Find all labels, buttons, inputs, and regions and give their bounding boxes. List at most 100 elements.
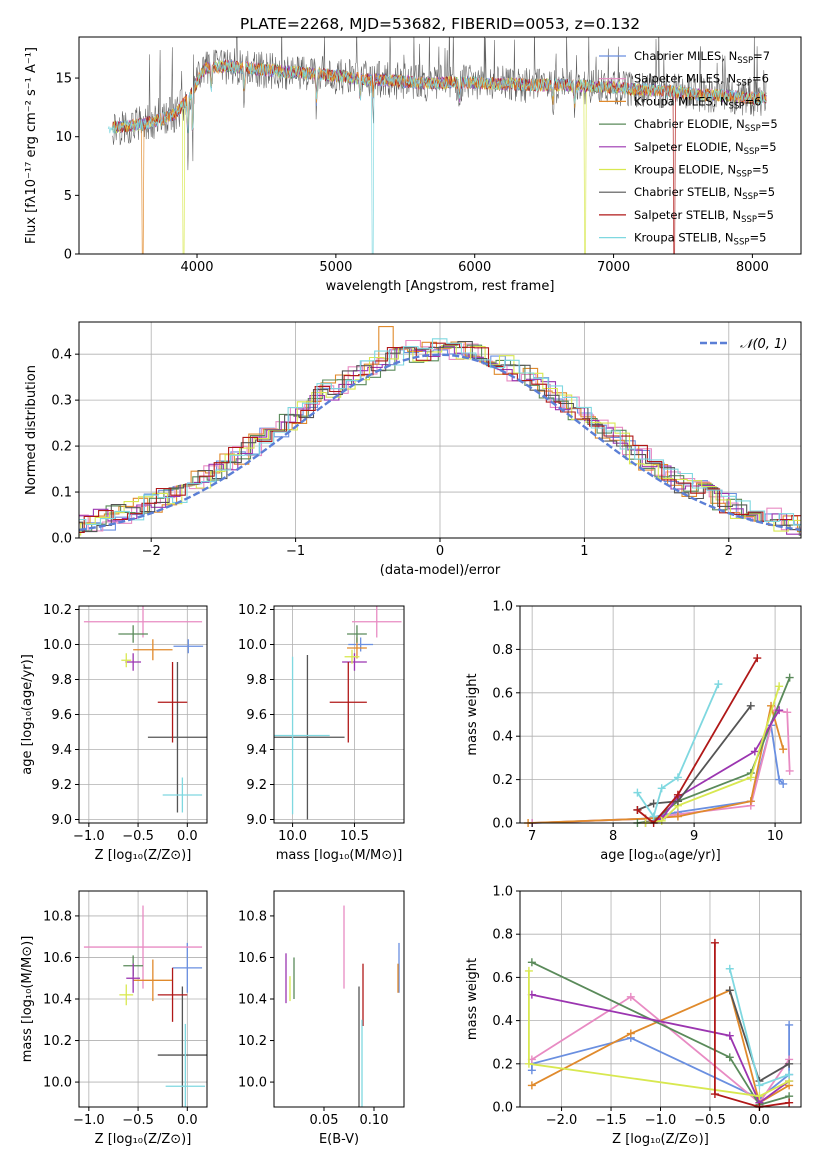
y-tick-label: 10.8 <box>238 909 267 924</box>
spectrum-line-chab_stelib <box>112 37 767 171</box>
y-tick-label: 10.2 <box>238 603 267 618</box>
x-axis-label: wavelength [Angstrom, rest frame] <box>326 279 555 294</box>
x-tick-label: 6000 <box>458 260 491 275</box>
y-tick-label: 0.4 <box>492 730 513 745</box>
y-tick-label: 10.4 <box>43 993 72 1008</box>
x-axis-label: age [log₁₀(age/yr)] <box>600 848 721 863</box>
legend-entry: 𝒩(0, 1) <box>740 337 787 352</box>
x-tick-label: −0.5 <box>122 1113 154 1128</box>
weight-lines <box>524 654 794 827</box>
y-tick-label: 10.0 <box>43 1076 72 1091</box>
weight-line-salp_elodie <box>531 993 790 1105</box>
x-tick-label: 5000 <box>319 260 352 275</box>
axes-frame <box>78 36 802 255</box>
legend-entry: Kroupa STELIB, NSSP=5 <box>634 231 766 248</box>
x-tick-label: 0.05 <box>310 1113 339 1128</box>
legend-sub: SSP <box>745 124 761 134</box>
x-tick-label: −1.5 <box>595 1113 627 1128</box>
legend-sub: SSP <box>734 238 750 248</box>
x-axis-label: E(B-V) <box>319 1132 359 1147</box>
legend-suffix: =6 <box>744 94 761 108</box>
spectrum-lines <box>107 37 767 254</box>
y-tick-label: 10.8 <box>43 909 72 924</box>
legend-label: Chabrier ELODIE, N <box>634 117 745 131</box>
legend-entry: Chabrier MILES, NSSP=7 <box>634 49 770 66</box>
weight-marker-chab_stelib <box>649 799 658 808</box>
legend-label: Kroupa STELIB, N <box>634 231 734 245</box>
legend-suffix: =5 <box>758 185 775 199</box>
weight-marker-krou_stelib <box>755 1081 764 1090</box>
y-tick-label: 5 <box>64 189 72 204</box>
y-axis-label: mass weight <box>465 958 480 1040</box>
x-axis-label: Z [log₁₀(Z/Z⊙)] <box>612 1132 709 1147</box>
frame-spectrum: 4000 5000 6000 7000 8000 0 5 10 15 wavelength [An… <box>24 36 802 294</box>
weight-marker-salp_elodie <box>775 706 784 715</box>
x-tick-label: 10.0 <box>278 829 307 844</box>
weight-marker-salp_stelib <box>785 1098 794 1107</box>
y-axis-label: mass weight <box>465 673 480 755</box>
weight-marker-salp_miles <box>626 992 635 1001</box>
y-tick-label: 9.8 <box>246 673 267 688</box>
weight-marker-krou_miles <box>626 1029 635 1038</box>
x-tick-label: 10 <box>767 829 784 844</box>
y-axis-label: Normed distribution <box>24 365 39 495</box>
y-tick-label: 10.0 <box>238 638 267 653</box>
y-tick-label: 0.4 <box>51 348 72 363</box>
x-tick-label: −1.0 <box>73 829 105 844</box>
y-tick-label: 0.8 <box>492 928 513 943</box>
legend-entry: Salpeter ELODIE, NSSP=5 <box>634 140 777 157</box>
y-tick-label: 0.0 <box>492 817 513 832</box>
weight-line-salp_miles <box>531 995 790 1105</box>
weight-marker-krou_miles <box>527 1081 536 1090</box>
y-tick-label: 10.0 <box>238 1076 267 1091</box>
x-tick-label: 7000 <box>597 260 630 275</box>
legend-label: Kroupa MILES, N <box>634 94 729 108</box>
y-tick-label: 0.3 <box>51 394 72 409</box>
y-axis-label: Flux [fλ10⁻¹⁷ erg cm⁻² s⁻¹ A⁻¹] <box>24 47 39 244</box>
legend-entry: Chabrier STELIB, NSSP=5 <box>634 185 775 202</box>
legend-suffix: =7 <box>753 49 770 63</box>
frame-age_vs_mass: 10.0 10.5 9.0 9.2 9.4 9.6 9.8 10.0 10.2 mass [log… <box>238 603 405 863</box>
legend-suffix: =6 <box>752 72 769 86</box>
y-tick-label: 10.6 <box>43 951 72 966</box>
x-tick-label: −2 <box>142 544 161 559</box>
errorbars <box>83 606 207 813</box>
figure-title: PLATE=2268, MJD=53682, FIBERID=0053, z=0… <box>240 15 640 33</box>
x-tick-label: −0.5 <box>122 829 154 844</box>
y-tick-label: 0.6 <box>492 971 513 986</box>
weight-marker-krou_miles <box>746 797 755 806</box>
y-tick-label: 15 <box>55 72 72 87</box>
legend-suffix: =5 <box>761 117 778 131</box>
legend-sub: SSP <box>736 79 752 89</box>
weight-line-chab_stelib <box>637 705 752 811</box>
x-tick-label: 7 <box>528 829 536 844</box>
weight-marker-salp_stelib <box>673 790 682 799</box>
weight-marker-chab_miles <box>779 779 788 788</box>
weight-marker-krou_elodie <box>524 1059 533 1068</box>
x-tick-label: 0.0 <box>177 829 198 844</box>
legend-suffix: =5 <box>752 163 769 177</box>
x-axis-label: Z [log₁₀(Z/Z⊙)] <box>95 1132 192 1147</box>
weight-marker-krou_miles <box>673 812 682 821</box>
x-tick-label: 10.5 <box>340 829 369 844</box>
legend-label: Salpeter MILES, N <box>634 72 736 86</box>
x-tick-label: 0 <box>436 544 444 559</box>
y-tick-label: 10.4 <box>238 993 267 1008</box>
histogram-chab_stelib <box>79 341 801 533</box>
legend-label: Chabrier STELIB, N <box>634 185 742 199</box>
x-tick-label: 0.10 <box>360 1113 389 1128</box>
x-tick-label: 0.0 <box>749 1113 770 1128</box>
legend-sub: SSP <box>744 147 760 157</box>
weight-lines <box>524 938 794 1111</box>
weight-marker-krou_elodie <box>775 682 784 691</box>
weight-marker-krou_stelib <box>673 773 682 782</box>
weight-marker-salp_elodie <box>750 747 759 756</box>
x-tick-label: 4000 <box>180 260 213 275</box>
x-axis-label: mass [log₁₀(M/M⊙)] <box>276 848 403 863</box>
y-axis-label: mass [log₁₀(M/M⊙)] <box>20 936 35 1063</box>
x-tick-label: 9 <box>690 829 698 844</box>
weight-marker-chab_elodie <box>527 958 536 967</box>
frame-mass_vs_Z: −1.0 −0.5 0.0 10.0 10.2 10.4 10.6 10.8 Z [log₁₀(… <box>20 890 208 1147</box>
weight-marker-salp_stelib <box>710 1090 719 1099</box>
